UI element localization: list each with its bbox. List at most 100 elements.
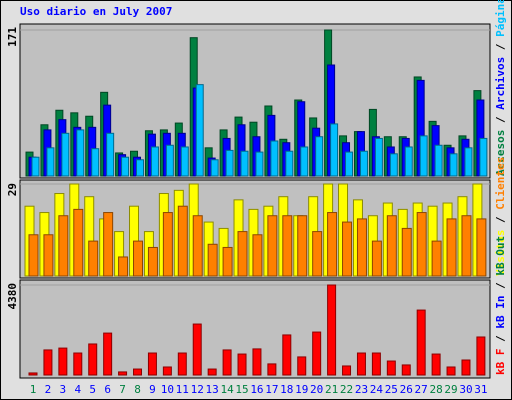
legend-item: kB Out [494,236,507,276]
x-tick-label: 7 [119,383,126,396]
bar [252,234,263,277]
bar [464,147,473,177]
bar [386,360,396,376]
bar [106,132,115,177]
y-tick-label: 171 [6,27,19,47]
bar [315,136,324,177]
bar [297,215,308,277]
legend: Accesos / Archivos / Páginas [494,0,507,176]
x-tick-label: 26 [400,383,413,396]
legend-item: Visitas [494,230,507,276]
bar [195,84,204,177]
bar [28,372,38,376]
bar [192,215,203,277]
x-tick-label: 14 [220,383,234,396]
legend-separator: / [494,37,507,57]
bar [404,146,413,177]
bar [446,366,456,376]
bar [91,148,100,177]
bar [270,140,279,177]
bar [446,218,457,277]
bar [162,366,172,376]
bar [207,368,217,376]
legend-separator: / [494,329,507,349]
bar [356,218,367,277]
bar [434,144,443,177]
bar [252,348,262,376]
bar [237,353,247,376]
bar [461,215,472,277]
bar [43,234,54,277]
bar [267,215,278,277]
bar [58,347,68,376]
legend-separator: / [494,110,507,130]
bar [371,240,382,277]
bar [449,153,458,177]
legend: kB F / kB In / kB Out [494,236,507,375]
x-tick-label: 15 [235,383,248,396]
x-tick-label: 18 [280,383,293,396]
bar [416,212,427,277]
x-tick-label: 20 [310,383,323,396]
bar [479,137,488,177]
x-tick-label: 3 [60,383,67,396]
x-tick-label: 12 [191,383,204,396]
bar [386,215,397,277]
bar [118,256,129,277]
legend-item: Archivos [494,57,507,110]
bar [76,129,85,177]
x-tick-label: 21 [325,383,338,396]
bar [300,146,309,177]
x-tick-label: 25 [385,383,398,396]
x-tick-label: 13 [206,383,219,396]
bar [282,215,293,277]
x-tick-label: 6 [104,383,111,396]
bar [88,343,98,376]
bar [401,227,412,277]
bar [222,246,233,277]
x-tick-label: 28 [429,383,442,396]
x-tick-label: 29 [444,383,457,396]
x-tick-label: 19 [295,383,308,396]
bar [312,231,323,277]
legend-item: Clientes [494,157,507,210]
bar [345,151,354,177]
bar [147,352,157,376]
bar [431,353,441,376]
bar [73,208,84,277]
bar [330,123,339,177]
x-tick-label: 9 [149,383,156,396]
bar [210,159,219,177]
bar [374,137,383,177]
bar [371,352,381,376]
y-tick-label: 29 [6,183,19,196]
bar [121,156,130,177]
bar [342,221,353,277]
bar [389,153,398,177]
x-tick-label: 22 [340,383,353,396]
bar [73,352,83,376]
bar [28,234,39,277]
bar [207,243,218,277]
legend-item: Accesos [494,130,507,176]
x-tick-label: 24 [370,383,384,396]
legend-separator: / [494,276,507,296]
bar [461,359,471,376]
bar [359,150,368,177]
bar [58,215,69,277]
bar [419,135,428,177]
bar [431,240,442,277]
bar [416,309,426,376]
y-tick-label: 4380 [6,283,19,310]
x-tick-label: 30 [459,383,472,396]
x-tick-label: 27 [415,383,428,396]
x-tick-label: 1 [30,383,37,396]
bar [255,151,264,177]
legend-item: kB In [494,296,507,329]
x-tick-label: 5 [89,383,96,396]
bar [133,368,143,376]
legend-item: kB F [494,349,507,376]
x-tick-label: 16 [250,383,263,396]
legend: Visitas / Clientes [494,157,507,276]
bar [282,334,292,376]
